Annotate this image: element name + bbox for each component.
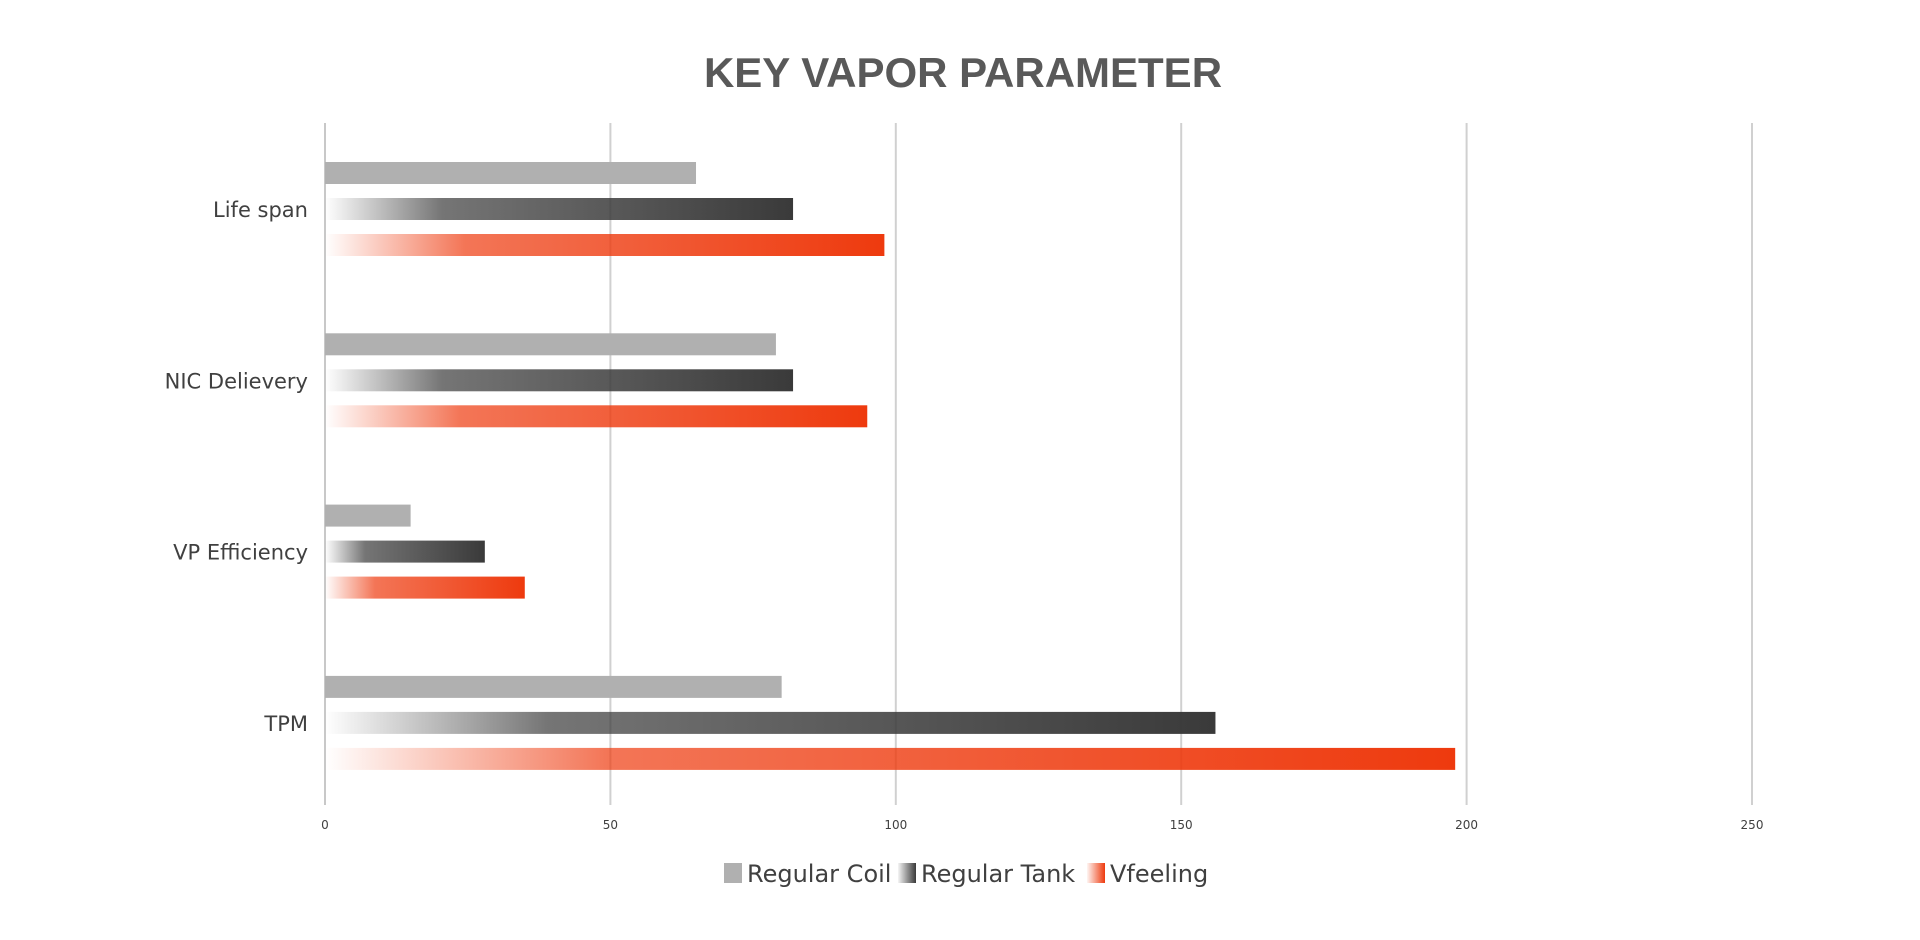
bar-regular-coil-nic-delievery xyxy=(325,333,776,356)
bar-regular-coil-vp-efficiency xyxy=(325,504,411,527)
legend-item-regular-tank: Regular Tank xyxy=(898,860,1075,888)
x-tick-label-200: 200 xyxy=(1455,818,1478,832)
bar-regular-tank-life-span xyxy=(325,198,794,220)
legend-swatch-regular-tank xyxy=(898,863,916,883)
bars xyxy=(325,162,1456,770)
legend: Regular Coil Regular Tank Vfeeling xyxy=(724,860,1208,888)
bar-regular-tank-nic-delievery xyxy=(325,369,794,392)
chart-title: KEY VAPOR PARAMETER xyxy=(704,49,1222,96)
category-label-life-span: Life span xyxy=(213,198,308,222)
legend-item-vfeeling: Vfeeling xyxy=(1087,860,1208,888)
legend-label-regular-tank: Regular Tank xyxy=(921,860,1075,888)
x-tick-label-0: 0 xyxy=(321,818,329,832)
bar-vfeeling-tpm xyxy=(325,747,1456,770)
legend-swatch-vfeeling xyxy=(1087,863,1105,883)
x-tick-label-100: 100 xyxy=(884,818,907,832)
category-label-vp-efficiency: VP Efficiency xyxy=(173,541,308,565)
bar-vfeeling-life-span xyxy=(325,234,885,256)
legend-label-regular-coil: Regular Coil xyxy=(747,860,891,888)
bar-vfeeling-nic-delievery xyxy=(325,405,868,428)
legend-item-regular-coil: Regular Coil xyxy=(724,860,891,888)
legend-swatch-regular-coil xyxy=(724,863,742,883)
bar-regular-coil-tpm xyxy=(325,675,782,698)
category-labels: Life span NIC Delievery VP Efficiency TPM xyxy=(165,198,308,736)
x-tick-label-50: 50 xyxy=(603,818,618,832)
category-label-nic-delievery: NIC Delievery xyxy=(165,369,308,393)
x-axis-tick-labels: 0 50 100 150 200 250 xyxy=(321,818,1763,832)
bar-regular-tank-tpm xyxy=(325,711,1216,734)
x-tick-label-250: 250 xyxy=(1741,818,1764,832)
legend-label-vfeeling: Vfeeling xyxy=(1110,860,1208,888)
bar-regular-coil-life-span xyxy=(325,162,697,184)
bar-regular-tank-vp-efficiency xyxy=(325,540,485,563)
x-tick-label-150: 150 xyxy=(1170,818,1193,832)
grid-lines xyxy=(324,123,1753,805)
category-label-tpm: TPM xyxy=(263,712,308,736)
bar-vfeeling-vp-efficiency xyxy=(325,576,525,599)
